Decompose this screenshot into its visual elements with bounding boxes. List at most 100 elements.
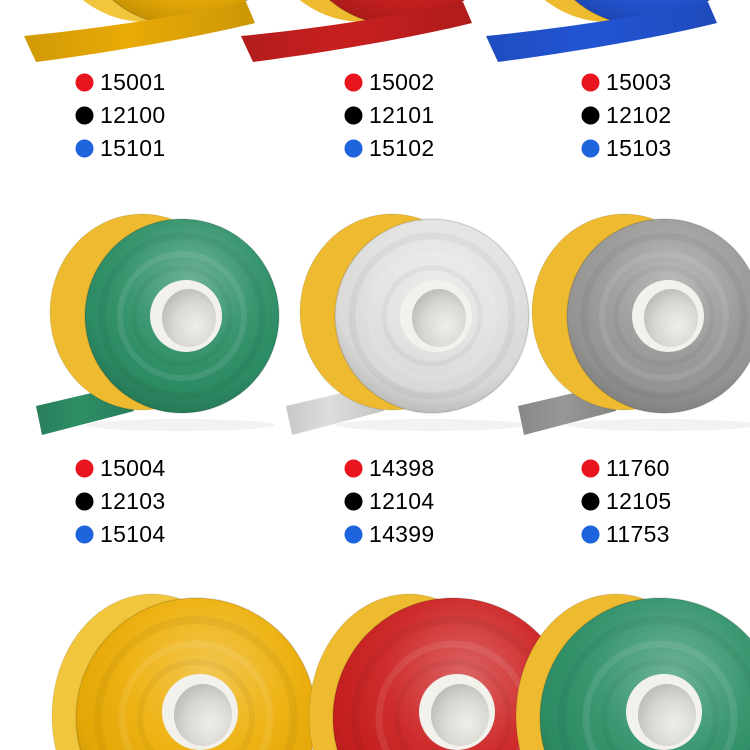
red-dot-icon (75, 459, 94, 478)
roll-texture-ring (131, 265, 233, 367)
black-dot-icon (75, 492, 94, 511)
roll-texture-ring (367, 251, 497, 381)
product-code-line: 15001 (75, 66, 250, 99)
product-codes-list: 11760 12105 11753 (500, 452, 750, 551)
blue-dot-icon (75, 139, 94, 158)
article-number: 15102 (369, 135, 435, 161)
product-code-line: 15101 (75, 132, 250, 165)
roll-texture-ring (94, 616, 298, 750)
red-dot-icon (344, 73, 363, 92)
tape-roll-image (51, 593, 317, 750)
tape-tail-shading (486, 2, 717, 62)
product-codes-list: 14398 12104 14399 (250, 452, 500, 551)
roll-texture-ring (613, 265, 715, 367)
tape-roll-image (308, 593, 574, 750)
product-code-line: 15003 (581, 66, 750, 99)
article-number: 12101 (369, 102, 435, 128)
article-number: 12104 (369, 488, 435, 514)
red-dot-icon (581, 73, 600, 92)
roll-hole (638, 684, 696, 746)
product-code-line: 12105 (581, 485, 750, 518)
tape-roll-image (286, 213, 530, 435)
tape-roll-image (24, 0, 255, 62)
product-code-line: 12100 (75, 99, 250, 132)
red-dot-icon (75, 73, 94, 92)
tape-roll-image (36, 213, 280, 435)
tape-roll-photo-green-partial-bottom (512, 590, 750, 750)
tape-roll-photo-white (280, 192, 530, 442)
red-dot-icon (581, 459, 600, 478)
roll-texture-ring (580, 232, 748, 400)
product-code-line: 12104 (344, 485, 500, 518)
roll-hole (162, 289, 216, 347)
article-number: 11753 (606, 521, 670, 547)
blue-dot-icon (581, 139, 600, 158)
roll-texture-ring (118, 640, 274, 750)
tape-roll-photo-gray (512, 192, 750, 442)
roll-texture-ring (348, 232, 516, 400)
product-code-line: 11760 (581, 452, 750, 485)
roll-shadow (567, 419, 750, 431)
product-code-line: 12102 (581, 99, 750, 132)
tape-roll-image (241, 0, 472, 62)
product-code-line: 15004 (75, 452, 250, 485)
article-number: 15001 (100, 69, 166, 95)
roll-shadow (335, 419, 525, 431)
article-number: 12100 (100, 102, 166, 128)
black-dot-icon (75, 106, 94, 125)
article-number: 14398 (369, 455, 435, 481)
tape-roll-photo-blue-partial (470, 0, 720, 70)
tape-roll-photo-green (30, 192, 280, 442)
tape-roll-photo-yellow-partial (8, 0, 258, 70)
roll-texture-ring (98, 232, 266, 400)
tape-roll-photo-red-partial-bottom (305, 590, 575, 750)
article-number: 15103 (606, 135, 672, 161)
product-codes-list: 15004 12103 15104 (0, 452, 250, 551)
article-number: 12102 (606, 102, 672, 128)
article-number: 15004 (100, 455, 166, 481)
product-codes-list: 15002 12101 15102 (250, 66, 500, 165)
article-number: 14399 (369, 521, 435, 547)
roll-shadow (85, 419, 275, 431)
product-code-line: 15002 (344, 66, 500, 99)
roll-texture-ring (558, 616, 750, 750)
product-code-line: 12101 (344, 99, 500, 132)
blue-dot-icon (344, 525, 363, 544)
roll-texture-ring (582, 640, 738, 750)
product-code-line: 14398 (344, 452, 500, 485)
roll-texture-ring (599, 251, 729, 381)
article-number: 15002 (369, 69, 435, 95)
article-number: 15104 (100, 521, 166, 547)
article-number: 11760 (606, 455, 670, 481)
product-code-line: 12103 (75, 485, 250, 518)
product-code-line: 15103 (581, 132, 750, 165)
blue-dot-icon (344, 139, 363, 158)
product-code-line: 14399 (344, 518, 500, 551)
roll-hole (644, 289, 698, 347)
tape-tail-shading (241, 2, 472, 62)
roll-texture-ring (394, 659, 512, 750)
article-number: 15003 (606, 69, 672, 95)
blue-dot-icon (75, 525, 94, 544)
tape-roll-image (515, 593, 750, 750)
article-number: 12105 (606, 488, 672, 514)
product-code-line: 15104 (75, 518, 250, 551)
tape-roll-photo-red-partial (225, 0, 475, 70)
article-number: 12103 (100, 488, 166, 514)
product-codes-list: 15001 12100 15101 (0, 66, 250, 165)
tape-roll-photo-yellow-partial-bottom (48, 590, 318, 750)
roll-hole (412, 289, 466, 347)
roll-hole (174, 684, 232, 746)
article-number: 15101 (100, 135, 166, 161)
roll-texture-ring (137, 659, 255, 750)
black-dot-icon (581, 492, 600, 511)
red-dot-icon (344, 459, 363, 478)
tape-roll-image (518, 213, 750, 435)
tape-tail-shading (24, 2, 255, 62)
black-dot-icon (581, 106, 600, 125)
roll-texture-ring (117, 251, 247, 381)
roll-texture-ring (381, 265, 483, 367)
black-dot-icon (344, 492, 363, 511)
black-dot-icon (344, 106, 363, 125)
